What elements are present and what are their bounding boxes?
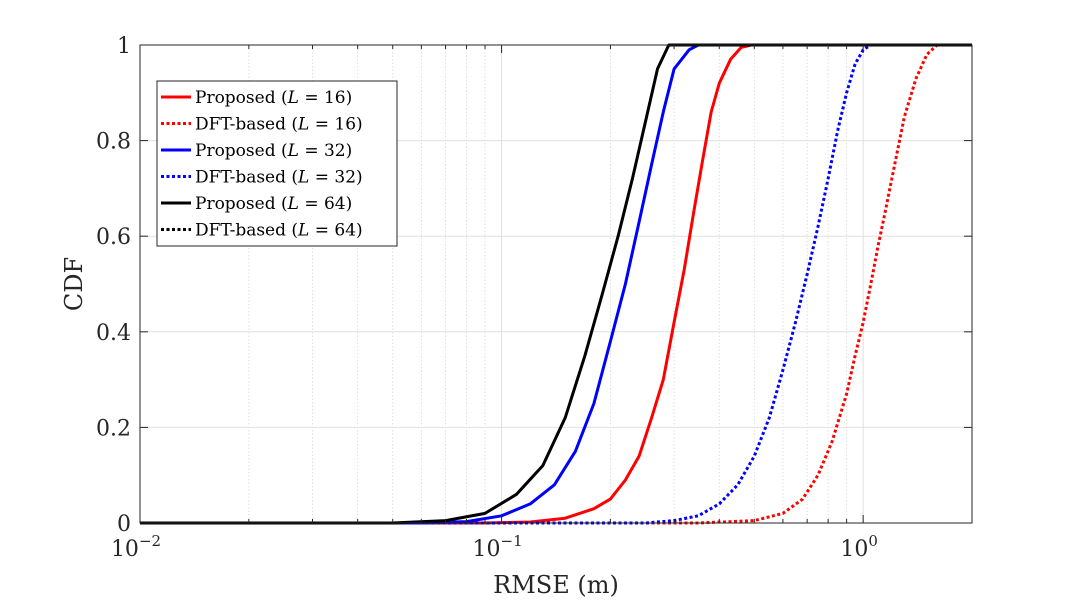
legend-label-6: DFT-based (L = 64) (195, 221, 363, 241)
y-axis-label: CDF (60, 257, 88, 311)
legend: Proposed (L = 16)DFT-based (L = 16)Propo… (156, 80, 398, 247)
legend-box (156, 80, 398, 247)
x-tick-exponent: −2 (139, 532, 161, 550)
y-tick-label: 0.2 (96, 416, 131, 441)
legend-label-2: DFT-based (L = 16) (195, 115, 363, 135)
legend-label-1: Proposed (L = 16) (195, 88, 352, 108)
x-tick-label: 100 (840, 532, 878, 562)
x-tick-base: 10 (111, 537, 139, 562)
y-tick-label: 0.6 (96, 225, 131, 250)
legend-label-part: L (297, 168, 309, 188)
legend-label-part: L (287, 88, 299, 108)
legend-label-4: DFT-based (L = 32) (195, 168, 363, 188)
legend-label-part: Proposed ( (195, 141, 288, 161)
legend-label-part: Proposed ( (195, 194, 288, 214)
legend-label-part: L (287, 194, 299, 214)
legend-entries: Proposed (L = 16)DFT-based (L = 16)Propo… (161, 88, 363, 241)
legend-label-part: = 16) (309, 115, 362, 135)
x-axis-label: RMSE (m) (493, 571, 619, 599)
legend-label-part: = 64) (299, 194, 352, 214)
grid (139, 44, 973, 524)
series-line-2 (140, 43, 972, 525)
series-line-4 (140, 43, 972, 525)
legend-label-part: L (287, 141, 299, 161)
x-tick-base: 10 (473, 537, 501, 562)
plot-frame (139, 44, 973, 524)
x-tick-label: 10−1 (473, 532, 523, 562)
x-tick-exponent: −1 (501, 532, 523, 550)
series-line-1 (140, 43, 972, 525)
legend-label-part: DFT-based ( (195, 115, 298, 135)
x-tick-exponent: 0 (868, 532, 878, 550)
series-lines (140, 43, 972, 525)
legend-label-part: DFT-based ( (195, 221, 298, 241)
series-line-3 (140, 43, 972, 525)
legend-label-part: = 16) (299, 88, 352, 108)
legend-label-part: = 32) (299, 141, 352, 161)
legend-label-3: Proposed (L = 32) (195, 141, 352, 161)
legend-label-part: = 32) (309, 168, 362, 188)
y-tick-label: 0.4 (96, 321, 131, 346)
legend-label-part: = 64) (309, 221, 362, 241)
y-tick-label: 0 (117, 512, 131, 537)
y-tick-label: 0.8 (96, 130, 131, 155)
series-line-5 (140, 43, 972, 525)
legend-label-part: L (297, 115, 309, 135)
legend-label-part: L (297, 221, 309, 241)
y-tick-label: 1 (117, 34, 131, 59)
x-tick-base: 10 (840, 537, 868, 562)
x-tick-label: 10−2 (111, 532, 161, 562)
legend-label-part: Proposed ( (195, 88, 288, 108)
legend-label-5: Proposed (L = 64) (195, 194, 352, 214)
legend-label-part: DFT-based ( (195, 168, 298, 188)
